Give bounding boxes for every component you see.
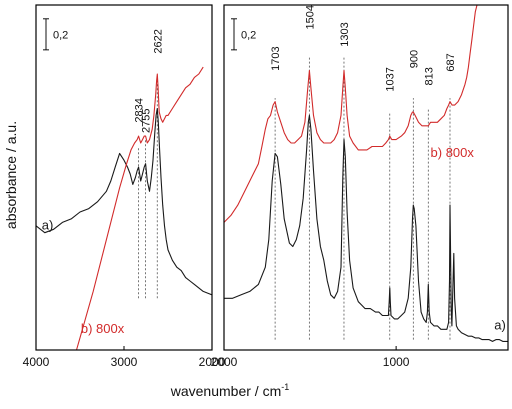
right-series-b-label: b) 800x — [431, 145, 475, 160]
left-series-a-label: a) — [42, 217, 54, 232]
x-axis-title-superscript: -1 — [281, 382, 289, 392]
right-peak-label-1504: 1504 — [304, 5, 316, 29]
left-scale-bar-label: 0,2 — [53, 29, 68, 41]
right-plot-frame — [223, 4, 509, 351]
right-peak-label-1303: 1303 — [339, 22, 351, 46]
left-plot-frame — [35, 4, 213, 351]
right-x-tick-label-2000: 2000 — [211, 355, 238, 369]
right-scale-bar-label: 0,2 — [241, 29, 256, 41]
right-peak-label-900: 900 — [408, 50, 420, 68]
right-peak-label-813: 813 — [423, 67, 435, 85]
left-series-b-line — [75, 66, 204, 350]
right-series-a-line — [224, 114, 508, 342]
right-x-tick-label-1000: 1000 — [383, 355, 410, 369]
right-peak-label-1037: 1037 — [385, 67, 397, 91]
right-series-b-line — [224, 5, 478, 223]
left-series-group — [36, 66, 212, 350]
right-series-a-label: a) — [494, 317, 506, 332]
left-peak-label-2755: 2755 — [141, 109, 153, 133]
right-peak-label-687: 687 — [445, 53, 457, 71]
x-axis-title: wavenumber / cm-1 — [170, 382, 290, 399]
right-scale-bar: 0,2 — [231, 18, 256, 51]
left-x-tick-label-4000: 4000 — [23, 355, 50, 369]
left-peak-label-2622: 2622 — [152, 29, 164, 53]
left-series-a-line — [36, 107, 212, 296]
left-series-b-label: b) 800x — [81, 321, 125, 336]
left-peak-label-2834: 2834 — [134, 98, 146, 122]
left-x-tick-label-3000: 3000 — [111, 355, 138, 369]
y-axis-title: absorbance / a.u. — [3, 121, 19, 229]
left-x-tick-label-2000: 2000 — [199, 355, 226, 369]
x-axis-title-text: wavenumber / cm — [170, 383, 281, 399]
right-series-group — [224, 5, 508, 342]
right-peak-label-1703: 1703 — [270, 46, 282, 70]
left-scale-bar: 0,2 — [43, 18, 68, 51]
